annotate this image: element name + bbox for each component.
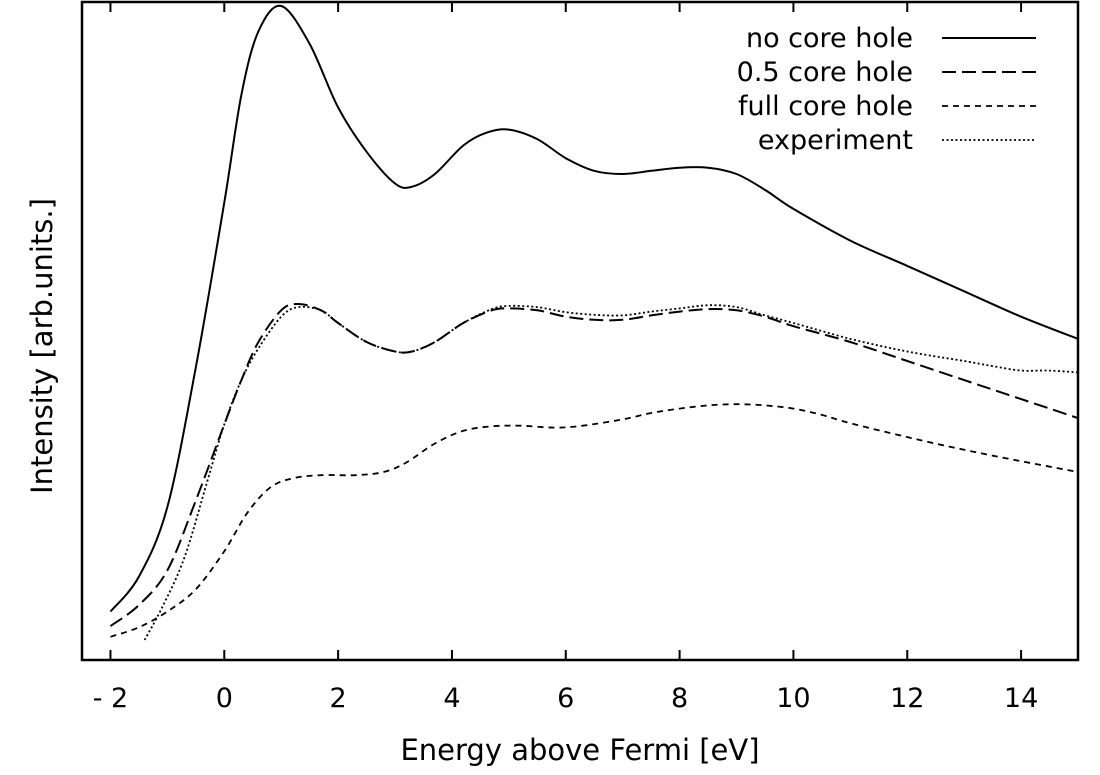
x-tick-label: 6 — [557, 683, 574, 714]
x-tick-label: 4 — [443, 683, 460, 714]
series-line-no-core-hole — [109, 4, 1079, 613]
x-tick-label: 14 — [1004, 683, 1038, 714]
x-tick-label: 0 — [216, 683, 233, 714]
x-axis-ticks: - 2 0 2 4 6 8 10 12 14 — [93, 2, 1038, 714]
legend-label: no core hole — [746, 23, 913, 54]
legend-label: experiment — [758, 125, 913, 156]
series-layer — [109, 4, 1079, 641]
x-tick-label: 10 — [776, 683, 810, 714]
x-tick-label: 2 — [330, 683, 347, 714]
series-line-0-5-core-hole — [109, 302, 1079, 627]
series-line-experiment — [143, 304, 1079, 641]
x-tick-label: 12 — [890, 683, 924, 714]
y-axis-label: Intensity [arb.units.] — [25, 198, 59, 494]
series-line-full-core-hole — [110, 403, 1079, 638]
x-tick-label: 8 — [671, 683, 688, 714]
x-axis-label: Energy above Fermi [eV] — [400, 733, 759, 767]
plot-frame — [80, 0, 1080, 662]
legend-label: 0.5 core hole — [737, 57, 913, 88]
x-tick-label: - 2 — [93, 683, 129, 714]
legend-label: full core hole — [738, 91, 913, 122]
